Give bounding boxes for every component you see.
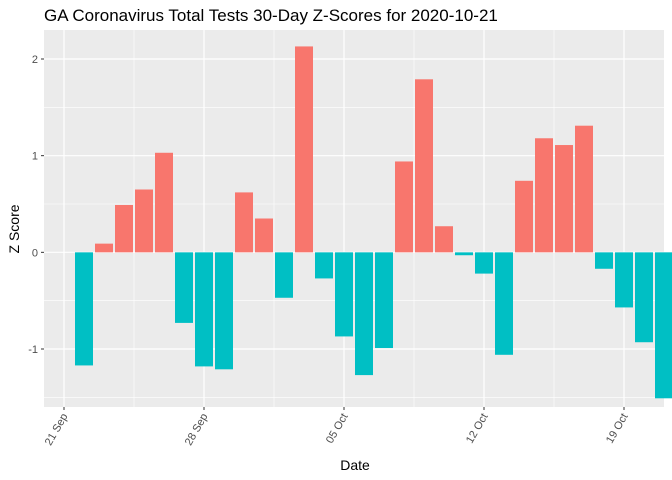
bar bbox=[415, 79, 433, 253]
y-axis: -1 0 1 2 bbox=[28, 54, 44, 356]
x-tick-label: 28 Sep bbox=[183, 412, 211, 448]
x-tick-label: 21 Sep bbox=[43, 412, 71, 448]
bar bbox=[135, 189, 153, 253]
x-tick-label: 19 Oct bbox=[604, 412, 631, 446]
bar bbox=[215, 252, 233, 370]
bar bbox=[475, 252, 493, 274]
y-axis-title: Z Score bbox=[6, 204, 22, 253]
y-tick-label: 0 bbox=[32, 247, 38, 259]
x-axis: 21 Sep 28 Sep 05 Oct 12 Oct 19 Oct bbox=[43, 407, 631, 448]
bar bbox=[275, 252, 293, 298]
y-tick-label: 2 bbox=[32, 54, 38, 66]
bar bbox=[655, 252, 672, 399]
bar bbox=[335, 252, 353, 337]
bar bbox=[195, 252, 213, 367]
bar bbox=[635, 252, 653, 343]
bar bbox=[295, 46, 313, 253]
bar bbox=[115, 204, 133, 253]
bars bbox=[75, 46, 672, 399]
bar bbox=[355, 252, 373, 376]
bar bbox=[535, 138, 553, 253]
bar bbox=[175, 252, 193, 323]
bar bbox=[155, 152, 173, 253]
bar bbox=[455, 252, 473, 256]
bar bbox=[255, 218, 273, 253]
y-tick-label: -1 bbox=[28, 344, 38, 356]
bar bbox=[575, 125, 593, 253]
bar bbox=[95, 243, 113, 253]
bar bbox=[615, 252, 633, 308]
bar bbox=[555, 145, 573, 253]
bar bbox=[595, 252, 613, 269]
bar bbox=[235, 192, 253, 253]
x-axis-title: Date bbox=[340, 457, 370, 473]
chart-title: GA Coronavirus Total Tests 30-Day Z-Scor… bbox=[44, 6, 498, 25]
bar bbox=[435, 226, 453, 253]
bar bbox=[395, 161, 413, 253]
bar bbox=[515, 180, 533, 253]
y-tick-label: 1 bbox=[32, 151, 38, 163]
bar bbox=[375, 252, 393, 349]
bar bbox=[75, 252, 93, 366]
x-tick-label: 12 Oct bbox=[464, 412, 491, 446]
bar bbox=[495, 252, 513, 355]
x-tick-label: 05 Oct bbox=[324, 412, 351, 446]
bar bbox=[315, 252, 333, 279]
